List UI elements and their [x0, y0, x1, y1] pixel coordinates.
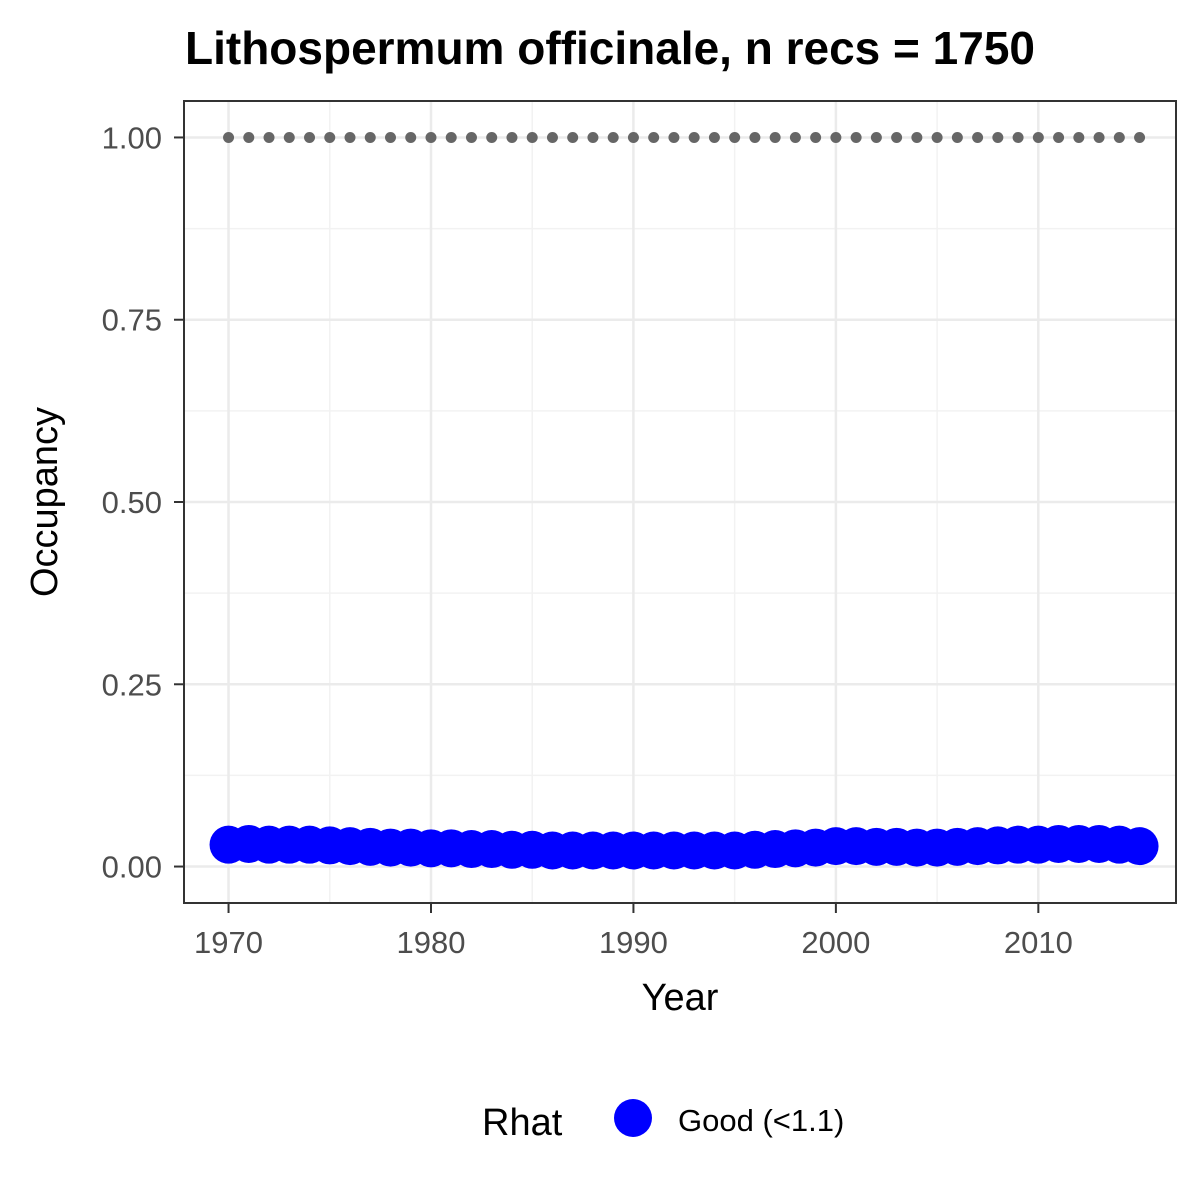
reference-dot [992, 131, 1004, 143]
reference-dot [1113, 131, 1125, 143]
reference-dot [587, 131, 599, 143]
y-axis-label: Occupancy [24, 407, 66, 597]
legend-title: Rhat [482, 1102, 563, 1144]
reference-dot [324, 131, 336, 143]
reference-dot [425, 131, 437, 143]
reference-dot [304, 131, 316, 143]
y-tick-label: 0.25 [102, 667, 162, 702]
x-axis-label: Year [642, 977, 719, 1019]
reference-dot [830, 131, 842, 143]
reference-dot [223, 131, 235, 143]
reference-dot [729, 131, 741, 143]
reference-dot [708, 131, 720, 143]
y-tick-label: 0.75 [102, 303, 162, 338]
reference-dot [405, 131, 417, 143]
reference-dot [1073, 131, 1085, 143]
reference-dot [931, 131, 943, 143]
reference-dot [1032, 131, 1044, 143]
reference-dot [850, 131, 862, 143]
chart-title: Lithospermum officinale, n recs = 1750 [185, 22, 1035, 74]
reference-dot [506, 131, 518, 143]
reference-dot [648, 131, 660, 143]
reference-dot [769, 131, 781, 143]
reference-dot [810, 131, 822, 143]
x-axis: 1970 1980 1990 2000 2010 [194, 903, 1073, 960]
reference-dot [546, 131, 558, 143]
data-series [209, 131, 1159, 870]
occupancy-point [1120, 827, 1159, 866]
reference-dot [465, 131, 477, 143]
reference-dot [627, 131, 639, 143]
legend-label-good: Good (<1.1) [678, 1103, 844, 1138]
legend: Rhat Good (<1.1) [482, 1099, 844, 1144]
reference-dot [445, 131, 457, 143]
reference-dot [951, 131, 963, 143]
reference-dot [263, 131, 275, 143]
legend-key-good [614, 1099, 652, 1137]
reference-dot [1134, 131, 1146, 143]
x-tick-label: 1980 [397, 925, 466, 960]
x-tick-label: 2010 [1004, 925, 1073, 960]
reference-dot [1012, 131, 1024, 143]
reference-dot [911, 131, 923, 143]
reference-dot [1093, 131, 1105, 143]
reference-dot [891, 131, 903, 143]
reference-dot [749, 131, 761, 143]
x-tick-label: 1990 [599, 925, 668, 960]
reference-dot [668, 131, 680, 143]
reference-dot [567, 131, 579, 143]
reference-dot [364, 131, 376, 143]
reference-dot [870, 131, 882, 143]
reference-dot [344, 131, 356, 143]
reference-dot [526, 131, 538, 143]
reference-dot [243, 131, 255, 143]
reference-dot [688, 131, 700, 143]
reference-dot [384, 131, 396, 143]
reference-dot [283, 131, 295, 143]
y-axis: 0.00 0.25 0.50 0.75 1.00 [102, 120, 184, 885]
y-tick-label: 0.00 [102, 850, 162, 885]
y-tick-label: 1.00 [102, 120, 162, 155]
reference-dot [789, 131, 801, 143]
reference-dot [1053, 131, 1065, 143]
reference-dot [972, 131, 984, 143]
reference-dot [607, 131, 619, 143]
x-tick-label: 1970 [194, 925, 263, 960]
x-tick-label: 2000 [801, 925, 870, 960]
y-tick-label: 0.50 [102, 485, 162, 520]
reference-dot [486, 131, 498, 143]
